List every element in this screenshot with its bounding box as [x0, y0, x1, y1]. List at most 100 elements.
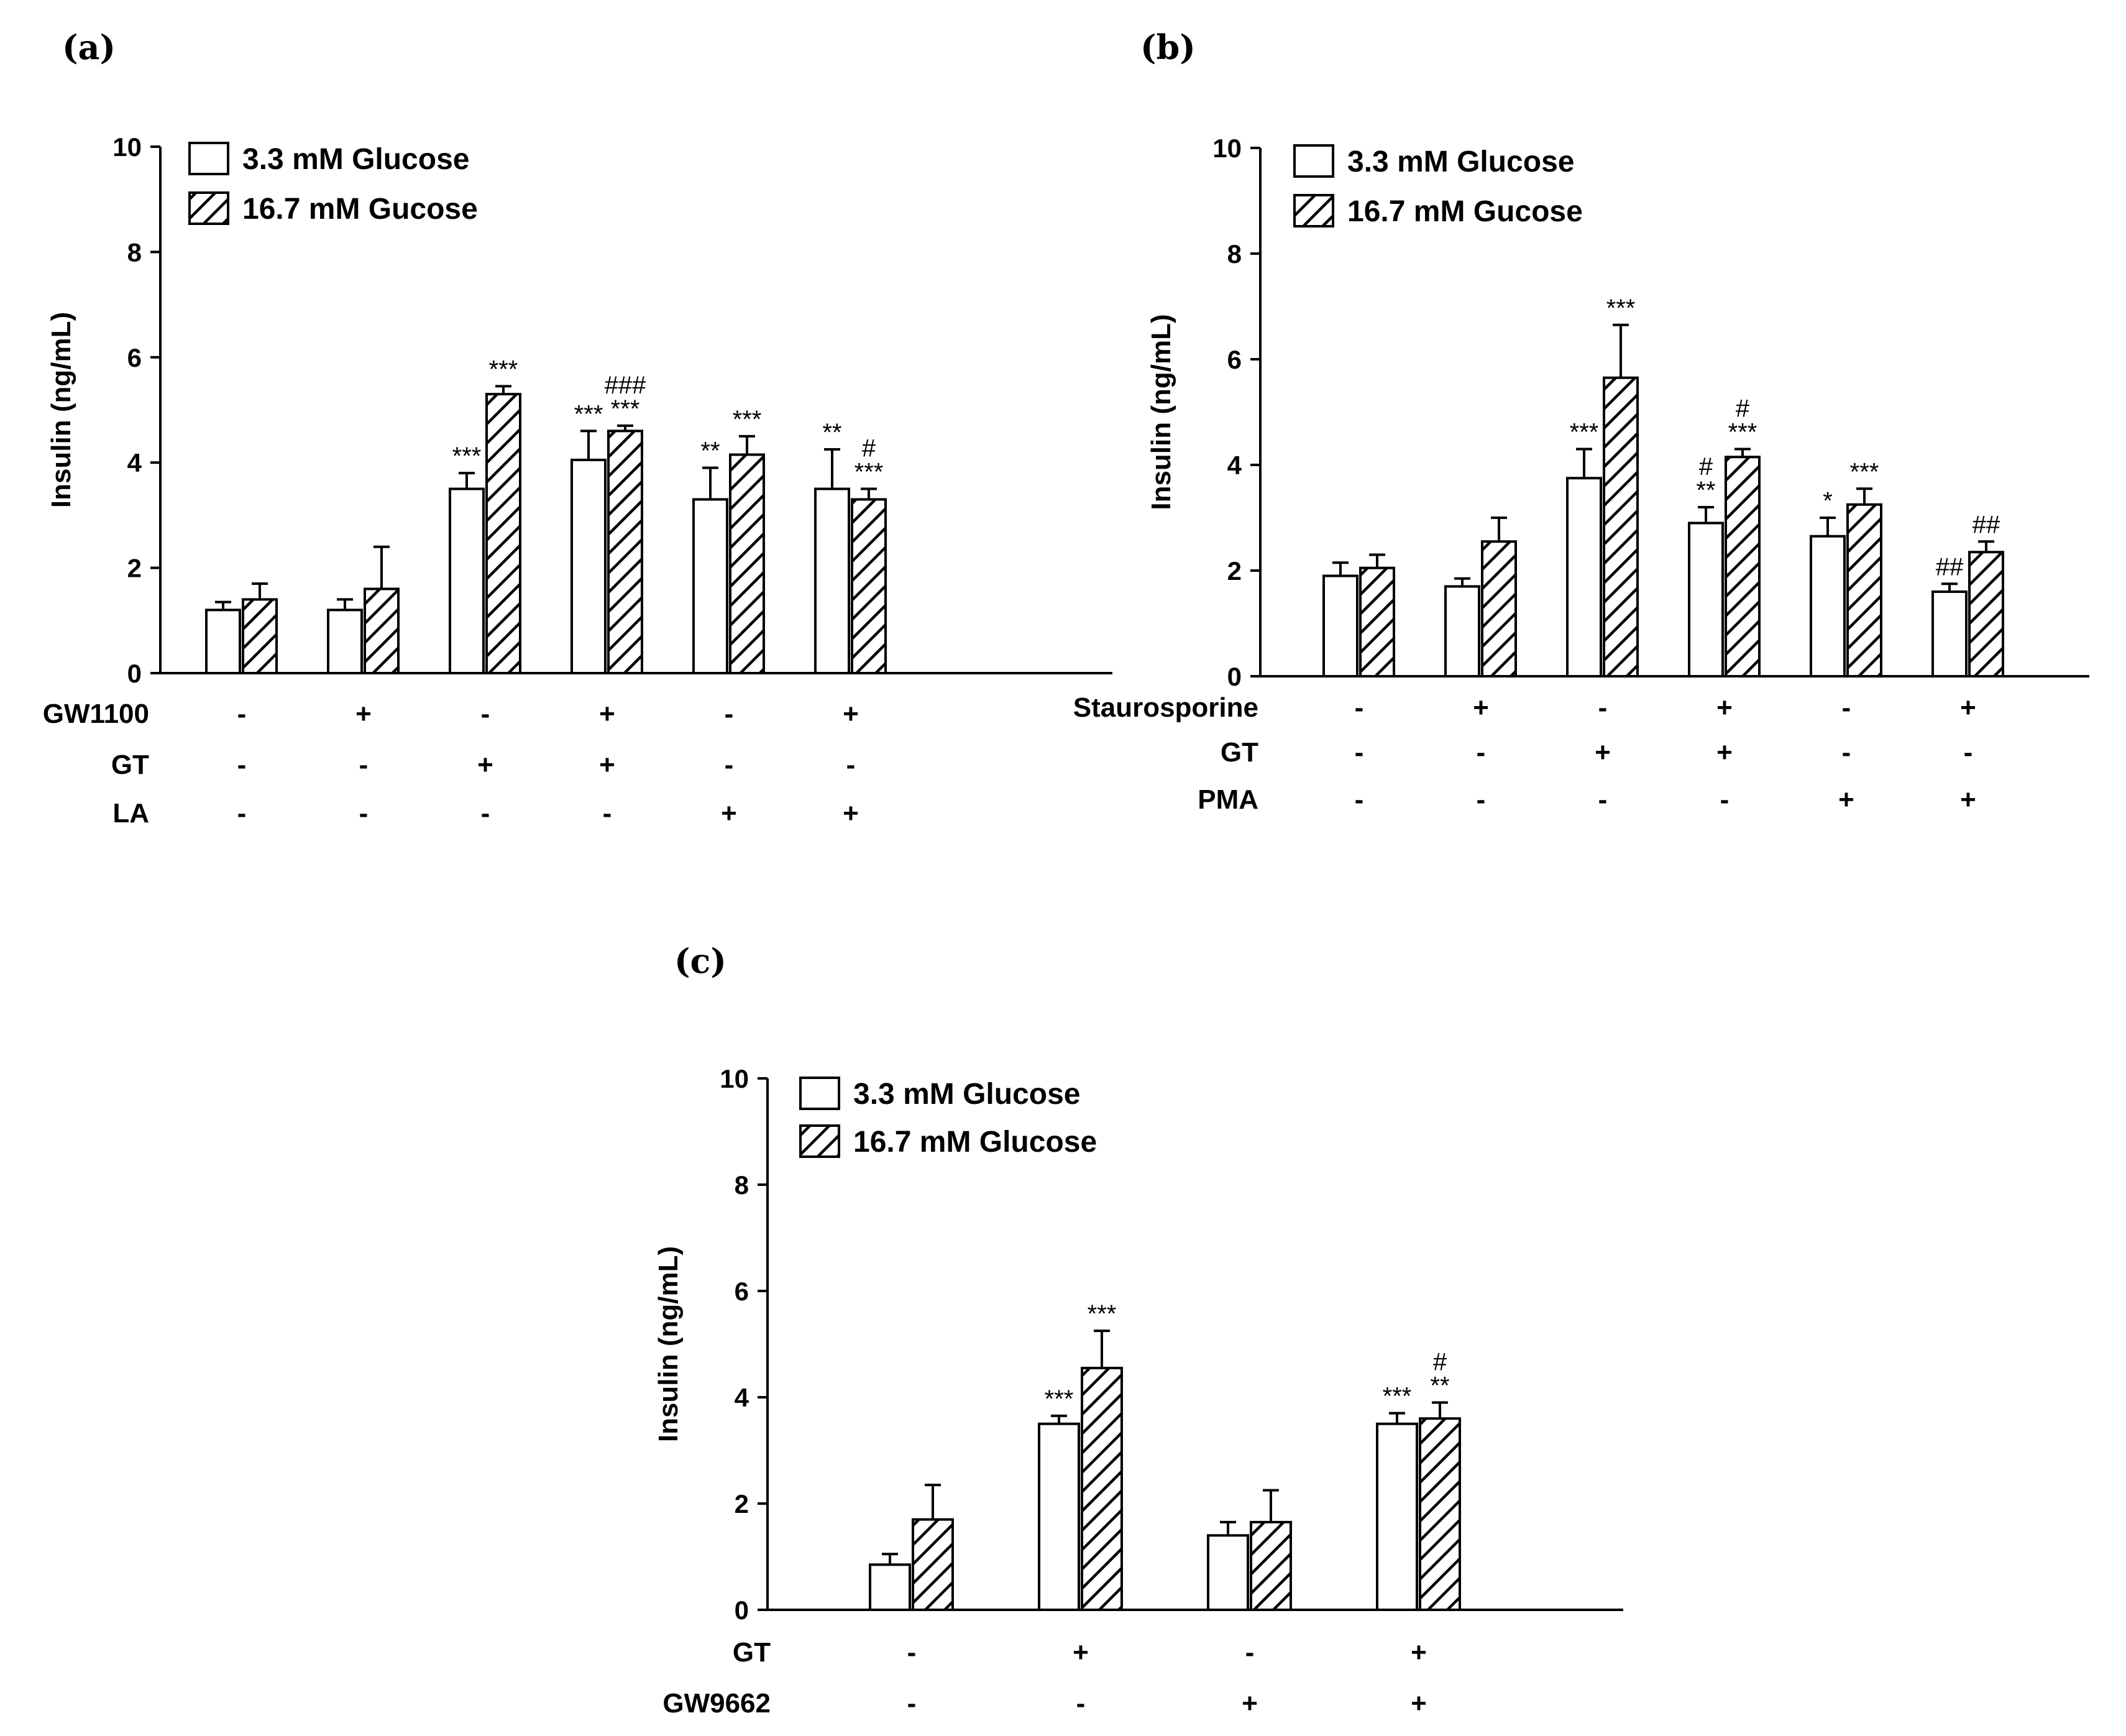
condition-sign: - — [1842, 692, 1851, 723]
condition-sign: - — [725, 750, 734, 780]
legend-label: 3.3 mM Glucose — [1347, 145, 1574, 178]
significance-mark: *** — [452, 443, 482, 470]
condition-sign: + — [1960, 692, 1976, 723]
condition-sign: + — [1073, 1637, 1089, 1668]
condition-label: GW1100 — [43, 699, 149, 729]
significance-mark: # — [1699, 453, 1713, 480]
bar-low-glucose — [327, 609, 363, 674]
significance-mark: ## — [1936, 553, 1964, 581]
significance-mark: *** — [1570, 419, 1599, 446]
bar-high-glucose — [1968, 551, 2004, 677]
significance-mark: *** — [1088, 1300, 1117, 1328]
y-tick-label: 2 — [735, 1489, 749, 1518]
legend-label: 16.7 mM Gucose — [242, 193, 478, 226]
bar-high-glucose — [851, 498, 887, 674]
condition-sign: + — [843, 798, 859, 829]
bar-low-glucose — [869, 1563, 911, 1611]
condition-sign: - — [1720, 784, 1730, 815]
bar-low-glucose — [1688, 521, 1724, 677]
y-tick-label: 4 — [1227, 451, 1242, 480]
condition-sign: + — [355, 699, 372, 729]
y-axis-title: Insulin (ng/mL) — [653, 1246, 684, 1442]
condition-sign: - — [237, 750, 247, 780]
significance-mark: *** — [733, 406, 762, 433]
panel-label: (c) — [674, 941, 726, 981]
panel-a: (a) 0 2 4 6 8 10 Insulin (ng/mL) 3.3 mM Glucose 1… — [43, 27, 1112, 829]
condition-sign: - — [725, 699, 734, 729]
significance-mark: * — [1823, 487, 1833, 515]
significance-mark: *** — [1383, 1383, 1412, 1410]
condition-sign: - — [1245, 1637, 1255, 1668]
bar-high-glucose — [1359, 566, 1395, 677]
condition-sign: + — [1411, 1637, 1427, 1668]
significance-mark: # — [862, 435, 876, 462]
y-tick-label: 8 — [1227, 239, 1242, 269]
bar-low-glucose — [1444, 585, 1480, 677]
condition-sign: + — [1411, 1688, 1427, 1719]
condition-label: LA — [112, 798, 149, 829]
condition-label: GT — [111, 750, 149, 780]
significance-mark: ## — [1973, 511, 2000, 538]
condition-sign: - — [907, 1688, 917, 1719]
condition-sign: - — [603, 798, 612, 829]
condition-sign: + — [1838, 784, 1854, 815]
bar-high-glucose — [1603, 376, 1639, 677]
significance-mark: *** — [489, 356, 518, 383]
panel-label: (a) — [62, 27, 116, 67]
condition-label: GT — [1221, 737, 1258, 768]
condition-sign: - — [481, 798, 490, 829]
y-axis-title: Insulin (ng/mL) — [46, 312, 76, 508]
significance-mark: ** — [822, 419, 841, 446]
bar-high-glucose — [364, 587, 400, 674]
significance-mark: *** — [1606, 295, 1636, 322]
bar-high-glucose — [607, 429, 643, 674]
legend-swatch-hatched — [799, 1124, 840, 1158]
condition-label: PMA — [1198, 784, 1258, 815]
bar-high-glucose — [485, 393, 521, 675]
significance-mark: # — [1736, 395, 1750, 423]
condition-sign: - — [1842, 737, 1851, 768]
condition-sign: - — [1355, 784, 1364, 815]
significance-mark: ### — [605, 372, 646, 399]
condition-sign: + — [1960, 784, 1976, 815]
y-tick-label: 4 — [127, 448, 142, 477]
bar-high-glucose — [912, 1518, 954, 1611]
significance-mark: # — [1433, 1349, 1447, 1376]
condition-sign: + — [1242, 1688, 1258, 1719]
condition-sign: + — [1595, 737, 1611, 768]
bar-low-glucose — [1322, 574, 1359, 677]
y-tick-label: 0 — [1227, 662, 1242, 691]
bar-high-glucose — [1419, 1417, 1461, 1611]
condition-sign: - — [846, 750, 856, 780]
legend-swatch-open — [799, 1077, 840, 1110]
condition-sign: - — [481, 699, 490, 729]
bar-low-glucose — [1566, 477, 1602, 677]
condition-label: GW9662 — [662, 1688, 771, 1719]
bar-low-glucose — [1931, 590, 1968, 677]
bar-high-glucose — [242, 598, 278, 674]
significance-mark: *** — [1045, 1385, 1074, 1413]
condition-sign: + — [843, 699, 859, 729]
condition-sign: + — [1716, 692, 1733, 723]
legend-label: 16.7 mM Gucose — [1347, 195, 1583, 228]
y-tick-label: 6 — [1227, 345, 1242, 374]
condition-sign: - — [1355, 692, 1364, 723]
panel-b: (b) 0 2 4 6 8 10 Insulin (ng/mL) 3.3 mM Glucose 1… — [1073, 27, 2089, 815]
condition-sign: - — [1964, 737, 1973, 768]
significance-mark: ** — [1696, 477, 1715, 504]
significance-mark: *** — [1850, 458, 1879, 485]
y-tick-label: 0 — [127, 659, 142, 688]
bar-high-glucose — [1725, 456, 1761, 677]
condition-label: Staurosporine — [1073, 692, 1258, 723]
condition-sign: - — [1598, 784, 1608, 815]
bar-low-glucose — [1038, 1422, 1080, 1611]
condition-sign: + — [477, 750, 493, 780]
panel-label: (b) — [1140, 27, 1196, 67]
bar-high-glucose — [1250, 1520, 1292, 1612]
bar-low-glucose — [1376, 1422, 1418, 1611]
significance-mark: ** — [1430, 1372, 1449, 1400]
y-tick-label: 10 — [720, 1064, 749, 1093]
condition-sign: - — [237, 798, 247, 829]
condition-sign: + — [721, 798, 737, 829]
y-tick-label: 4 — [735, 1383, 749, 1412]
